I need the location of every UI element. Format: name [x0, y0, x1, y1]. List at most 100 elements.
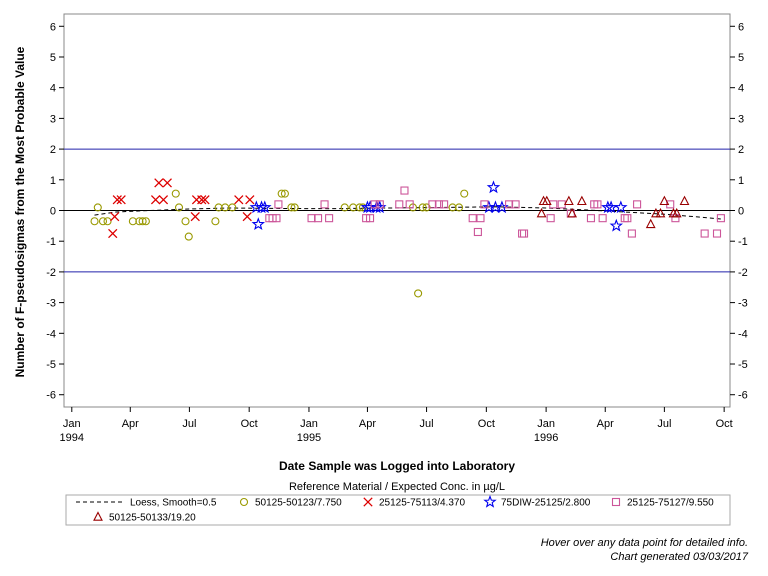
y-tick-label-right: 4: [738, 83, 744, 95]
data-point: [108, 228, 118, 239]
data-point: [486, 180, 501, 194]
data-point: [414, 289, 423, 298]
series-square: [265, 186, 725, 238]
data-point: [576, 195, 587, 206]
y-tick-label-left: -2: [46, 267, 56, 279]
data-point: [272, 214, 281, 223]
data-point: [536, 207, 547, 218]
data-point: [200, 195, 210, 205]
y-tick-label-right: -3: [738, 298, 748, 310]
data-point: [716, 214, 725, 223]
data-point: [98, 217, 108, 226]
data-point: [511, 200, 520, 209]
data-point: [340, 203, 349, 212]
y-tick-label-right: 0: [738, 206, 744, 218]
legend-label: 50125-50133/19.20: [109, 513, 196, 524]
legend-label: 25125-75113/4.370: [379, 498, 465, 509]
data-point: [251, 217, 266, 231]
y-tick-label-right: -5: [738, 359, 748, 371]
data-point: [110, 211, 120, 222]
data-point: [158, 195, 169, 205]
legend-swatch-triangle: [93, 511, 103, 521]
legend-label: 50125-50123/7.750: [255, 498, 342, 509]
x-tick-label: Oct: [241, 418, 258, 430]
data-point: [679, 195, 690, 206]
legend-label-loess: Loess, Smooth=0.5: [130, 498, 217, 509]
data-point: [563, 195, 574, 206]
data-point: [181, 217, 190, 226]
data-point: [314, 214, 323, 223]
legend-swatch-square: [611, 497, 621, 507]
data-point: [645, 218, 656, 229]
y-tick-label-left: -3: [46, 298, 56, 310]
y-axis-title: Number of F-pseudosigmas from the Most P…: [13, 46, 27, 377]
data-point: [211, 217, 220, 226]
data-point: [473, 227, 482, 237]
data-point: [258, 200, 272, 214]
data-point: [712, 229, 722, 238]
data-point: [546, 214, 555, 223]
data-point: [480, 200, 489, 209]
y-tick-label-left: -5: [46, 359, 56, 371]
data-point: [150, 195, 161, 205]
data-point: [93, 203, 102, 212]
data-point: [365, 214, 375, 223]
y-axis-right: -6 -5 -4 -3 -2 -1 0 1 2 3 4 5 6: [730, 21, 748, 402]
y-tick-label-right: -2: [738, 267, 748, 279]
data-point: [655, 207, 666, 218]
x-tick-label: Apr: [122, 418, 139, 430]
y-tick-label-left: 1: [50, 175, 56, 187]
data-point: [228, 203, 237, 212]
data-point: [400, 186, 409, 195]
footnote-generated: Chart generated 03/03/2017: [610, 551, 748, 563]
data-point: [519, 229, 529, 238]
data-point: [567, 207, 578, 218]
data-point: [355, 203, 364, 212]
data-point: [290, 203, 299, 212]
y-tick-label-left: 0: [50, 206, 56, 218]
x-axis-title: Date Sample was Logged into Laboratory: [279, 459, 515, 473]
y-tick-label-left: -1: [46, 236, 56, 248]
data-point: [369, 200, 384, 214]
data-point: [184, 232, 193, 241]
data-point: [254, 200, 269, 214]
data-point: [190, 211, 200, 222]
y-tick-label-left: 2: [50, 144, 56, 156]
x-tick-year-label: 1994: [60, 432, 84, 444]
data-point: [598, 214, 607, 223]
data-point: [623, 214, 632, 223]
data-point: [325, 214, 334, 223]
data-point: [320, 200, 329, 209]
y-tick-label-left: 5: [50, 52, 56, 64]
y-tick-label-right: 5: [738, 52, 744, 64]
data-point: [116, 195, 126, 205]
legend-swatch-x: [363, 497, 373, 507]
data-point: [103, 217, 112, 226]
data-point: [277, 189, 286, 198]
x-tick-label: Apr: [359, 418, 376, 430]
legend-title: Reference Material / Expected Conc. in µ…: [289, 481, 505, 493]
data-point: [112, 195, 122, 205]
data-point: [245, 195, 255, 205]
x-tick-label: Oct: [716, 418, 733, 430]
data-point: [395, 200, 404, 209]
legend: Reference Material / Expected Conc. in µ…: [65, 481, 731, 526]
data-point: [455, 203, 464, 212]
x-tick-label: Jan: [63, 418, 81, 430]
data-point: [405, 200, 414, 209]
data-point: [440, 200, 449, 209]
data-points: [90, 178, 725, 298]
x-tick-label: Jan: [300, 418, 318, 430]
legend-label: 25125-75127/9.550: [627, 498, 714, 509]
y-tick-label-left: 3: [50, 113, 56, 125]
y-axis-left: -6 -5 -4 -3 -2 -1 0 1 2 3 4 5 6: [46, 21, 64, 402]
series-star: [249, 180, 628, 232]
data-point: [460, 189, 469, 198]
x-tick-year-label: 1996: [534, 432, 558, 444]
data-point: [90, 217, 99, 226]
data-point: [242, 211, 252, 222]
data-point: [174, 203, 184, 212]
data-point: [593, 200, 602, 209]
data-point: [141, 217, 150, 226]
